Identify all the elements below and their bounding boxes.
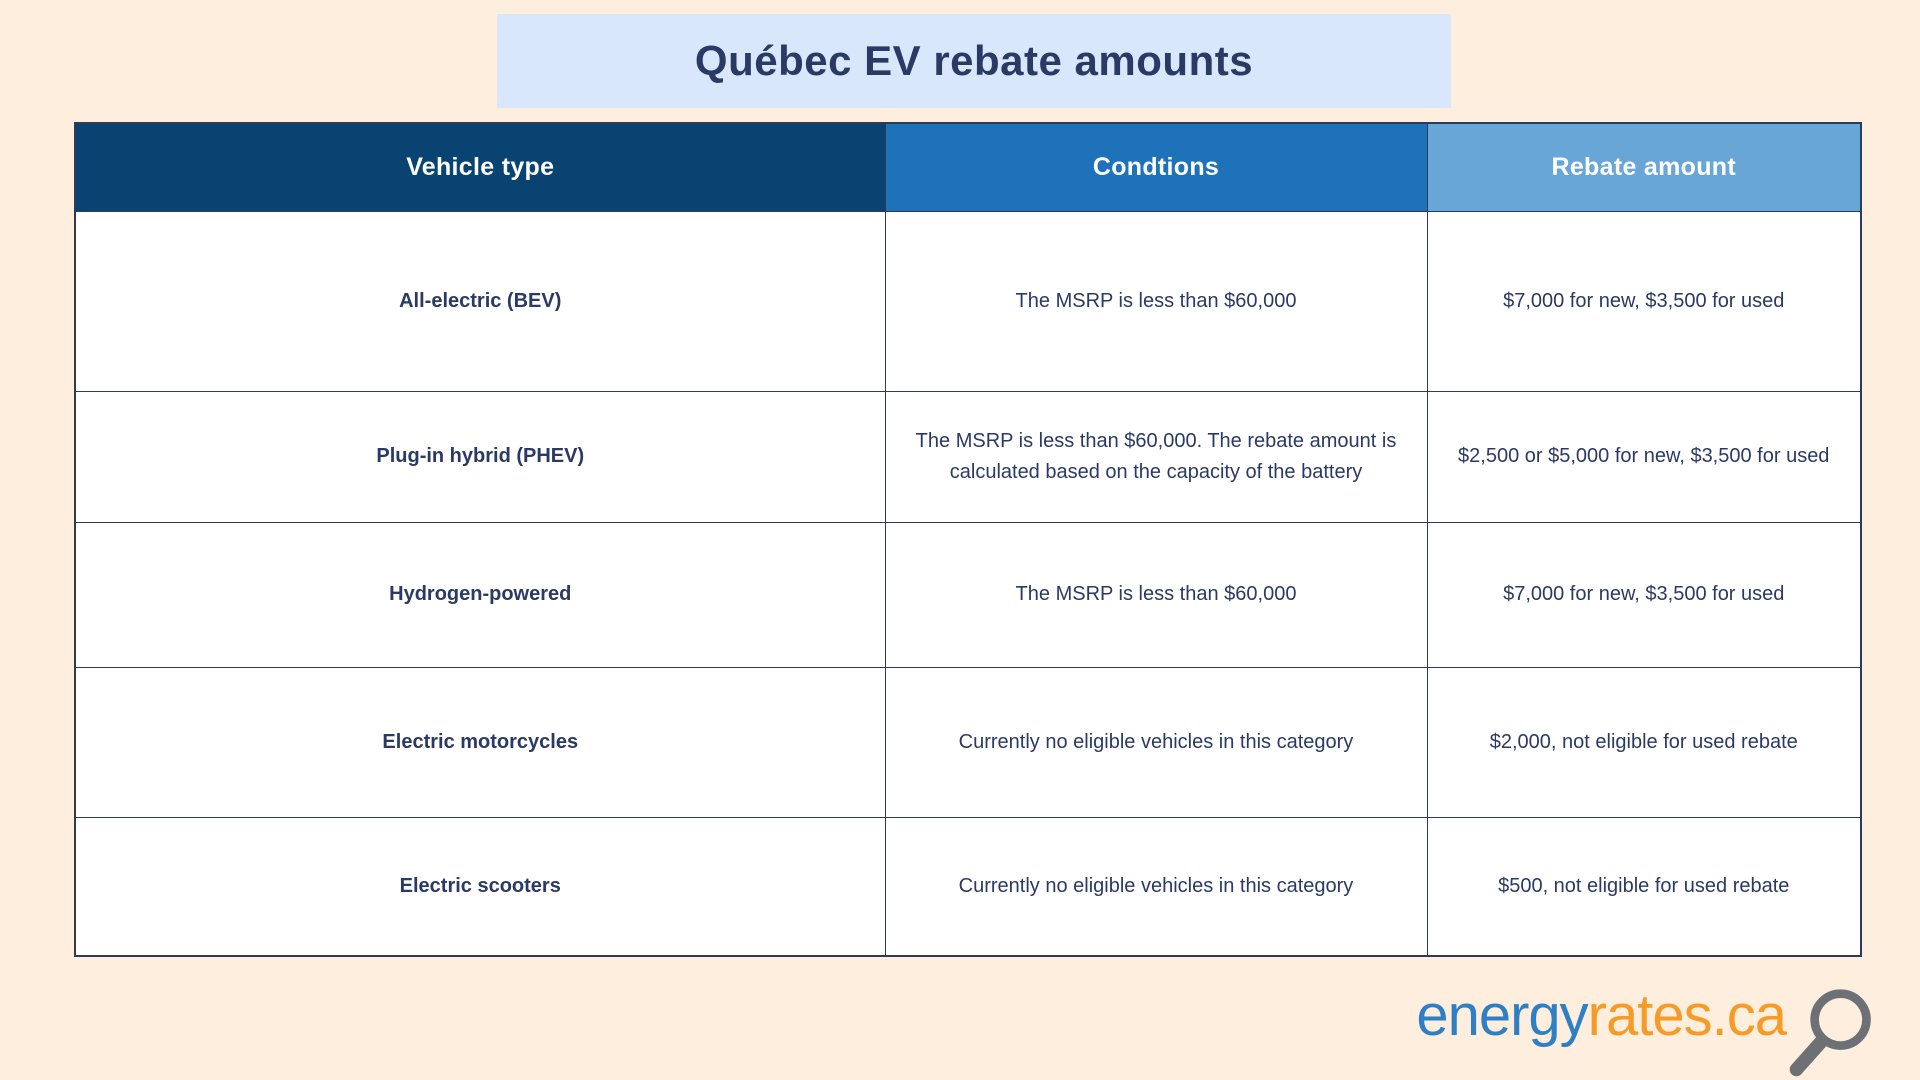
vehicle-type-cell: Electric motorcycles [74, 666, 886, 818]
vehicle-type-cell: Electric scooters [74, 816, 886, 957]
table-header-row: Vehicle type Condtions Rebate amount [74, 122, 1862, 212]
conditions-cell: The MSRP is less than $60,000. The rebat… [884, 390, 1428, 523]
rebate-amount-cell: $7,000 for new, $3,500 for used [1426, 521, 1862, 668]
column-header-rebate-amount: Rebate amount [1426, 122, 1862, 212]
column-header-vehicle-type: Vehicle type [74, 122, 886, 212]
magnifier-icon [1789, 989, 1871, 1077]
rebate-table: Vehicle type Condtions Rebate amount All… [74, 122, 1862, 957]
energyrates-logo: energyrates.ca [1416, 984, 1878, 1080]
rebate-amount-cell: $2,000, not eligible for used rebate [1426, 666, 1862, 818]
table-row: Hydrogen-powered The MSRP is less than $… [74, 521, 1862, 668]
vehicle-type-cell: Plug-in hybrid (PHEV) [74, 390, 886, 523]
table-row: Electric scooters Currently no eligible … [74, 816, 1862, 957]
page-title: Québec EV rebate amounts [694, 37, 1254, 84]
logo-text-rates-ca: rates.ca [1587, 983, 1787, 1048]
vehicle-type-cell: Hydrogen-powered [74, 521, 886, 668]
conditions-cell: Currently no eligible vehicles in this c… [884, 666, 1428, 818]
conditions-cell: The MSRP is less than $60,000 [884, 521, 1428, 668]
table-row: All-electric (BEV) The MSRP is less than… [74, 210, 1862, 392]
conditions-cell: The MSRP is less than $60,000 [884, 210, 1428, 392]
rebate-amount-cell: $500, not eligible for used rebate [1426, 816, 1862, 957]
logo-text: energyrates.ca [1416, 983, 1787, 1048]
table-row: Electric motorcycles Currently no eligib… [74, 666, 1862, 818]
table-row: Plug-in hybrid (PHEV) The MSRP is less t… [74, 390, 1862, 523]
conditions-cell: Currently no eligible vehicles in this c… [884, 816, 1428, 957]
logo-text-energy: energy [1416, 983, 1588, 1048]
column-header-conditions: Condtions [884, 122, 1428, 212]
vehicle-type-cell: All-electric (BEV) [74, 210, 886, 392]
rebate-amount-cell: $2,500 or $5,000 for new, $3,500 for use… [1426, 390, 1862, 523]
rebate-amount-cell: $7,000 for new, $3,500 for used [1426, 210, 1862, 392]
title-banner: Québec EV rebate amounts [497, 14, 1451, 108]
